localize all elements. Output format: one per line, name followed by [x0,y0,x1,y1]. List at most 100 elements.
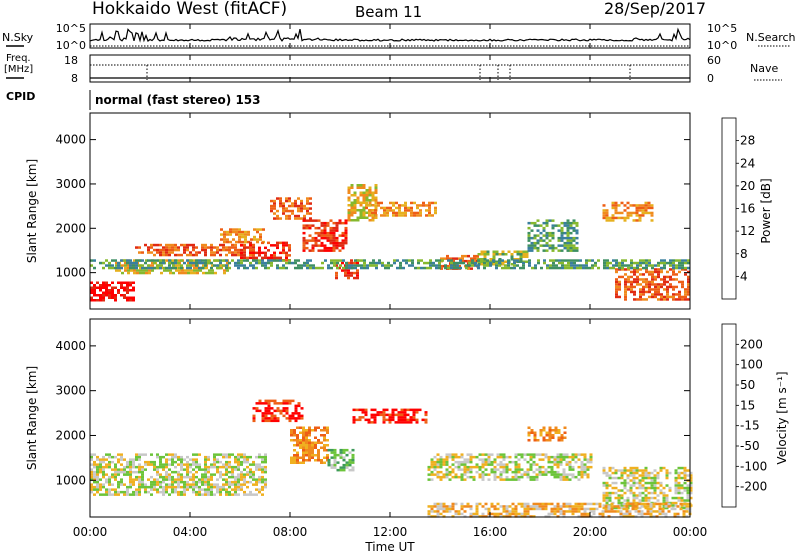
velocity-echo-cell [135,488,138,491]
power-echo-cell [603,261,606,265]
power-echo-cell [350,184,354,187]
power-echo-cell [332,244,336,247]
velocity-echo-cell [638,484,642,487]
power-echo-cell [270,204,273,208]
power-echo-cell [551,226,555,230]
power-echo-cell [630,280,633,284]
power-echo-cell [618,266,621,270]
velocity-echo-cell [634,515,638,518]
power-echo-cell [335,236,339,240]
velocity-echo-cell [192,488,195,491]
power-echo-cell [330,266,333,270]
power-echo-cell [333,259,336,262]
velocity-echo-cell [623,479,627,482]
velocity-echo-cell [252,473,255,476]
power-echo-cell [666,261,669,265]
velocity-echo-cell [108,475,111,479]
velocity-echo-cell [604,507,608,511]
power-echo-cell [216,259,219,262]
velocity-echo-cell [317,459,320,462]
velocity-echo-cell [339,453,343,457]
power-echo-cell [127,271,130,275]
x-tick-label: 00:00 [73,525,108,539]
velocity-echo-cell [120,458,123,461]
power-echo-cell [387,266,390,270]
power-echo-cell [314,239,318,242]
power-echo-cell [123,281,126,284]
power-echo-cell [168,246,171,249]
power-echo-cell [666,270,669,274]
power-echo-cell [432,261,435,265]
velocity-echo-cell [526,502,530,506]
power-echo-cell [291,212,294,215]
power-echo-cell [636,275,639,279]
velocity-echo-cell [661,507,665,511]
power-echo-cell [615,268,618,271]
velocity-echo-cell [649,507,653,511]
power-echo-cell [348,264,351,267]
velocity-echo-cell [90,453,93,456]
power-echo-cell [105,289,108,292]
power-echo-cell [630,288,633,291]
power-echo-cell [324,259,327,262]
power-echo-cell [276,214,279,218]
velocity-echo-cell [481,512,485,516]
velocity-echo-cell [255,488,258,491]
velocity-echo-cell [466,470,470,474]
power-echo-cell [681,261,684,265]
power-echo-cell [234,264,237,267]
velocity-echo-cell [418,408,422,412]
velocity-echo-cell [132,490,135,494]
velocity-echo-cell [623,484,627,487]
velocity-echo-cell [487,512,491,516]
velocity-echo-cell [481,463,485,466]
freq-left-tick-top: 18 [64,54,78,67]
power-echo-cell [368,211,371,215]
power-echo-cell [329,241,333,245]
power-echo-cell [238,230,241,234]
power-echo-cell [438,266,441,270]
velocity-echo-cell [216,468,219,471]
power-echo-cell [456,264,459,267]
power-echo-cell [539,224,543,227]
velocity-echo-cell [634,507,638,511]
velocity-echo-cell [686,474,690,477]
power-echo-cell [492,250,496,253]
velocity-echo-cell [673,507,677,511]
velocity-echo-cell [547,470,551,474]
velocity-echo-cell [129,470,132,474]
power-echo-cell [144,261,147,265]
velocity-echo-cell [658,502,662,506]
velocity-echo-cell [526,460,530,464]
velocity-echo-cell [605,471,609,475]
power-echo-cell [332,236,336,240]
velocity-echo-cell [333,466,337,469]
power-echo-cell [126,281,129,284]
velocity-echo-cell [493,507,497,511]
power-echo-cell [623,209,627,212]
power-echo-cell [183,251,186,254]
power-echo-cell [618,285,621,289]
power-echo-cell [243,251,246,254]
power-echo-cell [426,266,429,270]
velocity-echo-cell [562,502,566,506]
power-echo-cell [273,254,276,257]
power-echo-cell [672,278,675,281]
power-echo-cell [404,204,407,207]
power-echo-cell [240,254,243,257]
power-echo-cell [516,253,520,256]
velocity-echo-cell [240,475,243,479]
velocity-echo-cell [204,493,207,496]
velocity-echo-cell [514,470,518,474]
power-echo-cell [178,259,181,262]
velocity-echo-cell [290,434,293,437]
power-echo-cell [133,271,136,275]
power-echo-cell [483,261,486,265]
power-echo-cell [323,234,327,237]
velocity-echo-cell [448,455,452,459]
power-echo-cell [225,259,228,262]
velocity-echo-cell [234,483,237,486]
velocity-echo-cell [542,439,546,442]
power-echo-cell [461,259,464,263]
power-echo-cell [359,184,363,187]
